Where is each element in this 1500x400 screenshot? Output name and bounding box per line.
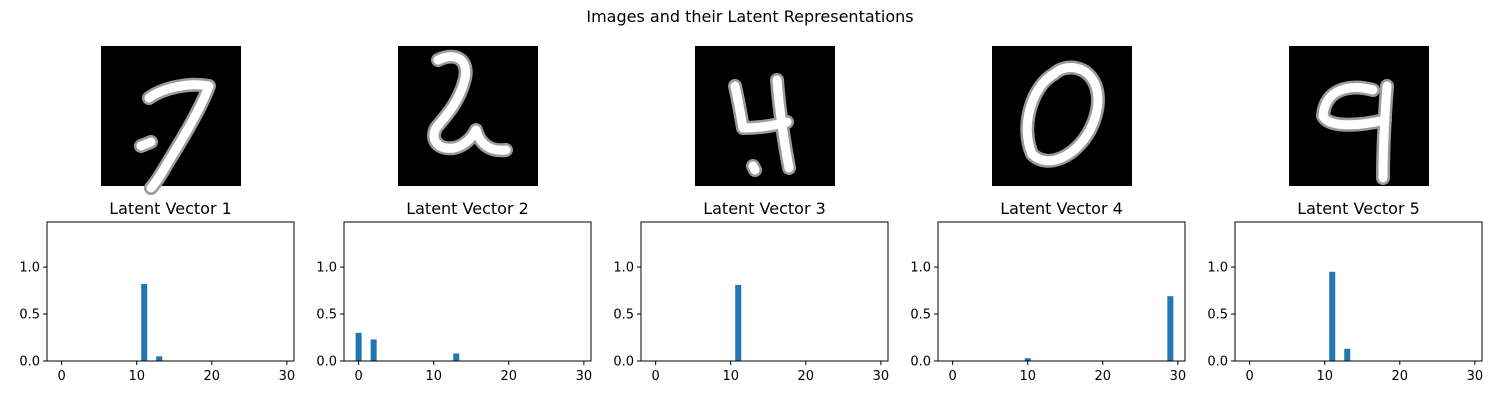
digit-image-3 — [695, 46, 835, 186]
x-tick-label: 20 — [501, 369, 518, 384]
bar — [370, 339, 377, 361]
bar — [141, 283, 148, 361]
chart-title: Latent Vector 2 — [406, 199, 529, 218]
panel-5: Latent Vector 5 0 10 20 30 0.0 0.5 1.0 — [1207, 46, 1483, 384]
x-tick-label: 30 — [1467, 369, 1484, 384]
bar — [156, 356, 163, 361]
digit-stroke — [1022, 63, 1103, 166]
x-tick-label: 10 — [425, 369, 442, 384]
bar — [735, 284, 742, 361]
chart-title: Latent Vector 3 — [703, 199, 826, 218]
x-tick-label: 30 — [279, 369, 296, 384]
y-tick-label: 0.0 — [1207, 355, 1228, 370]
axes-frame — [640, 221, 889, 362]
x-tick-label: 30 — [873, 369, 890, 384]
panel-3: Latent Vector 3 0 10 20 30 0.0 0.5 1.0 — [613, 46, 889, 384]
y-tick-label: 0.5 — [316, 308, 337, 323]
chart-title: Latent Vector 4 — [1000, 199, 1123, 218]
x-tick-label: 0 — [57, 369, 65, 384]
y-tick-label: 0.0 — [613, 355, 634, 370]
digit-image-background — [1289, 46, 1429, 186]
axes-frame — [1234, 221, 1483, 362]
y-tick-label: 1.0 — [19, 261, 40, 276]
x-tick-label: 0 — [948, 369, 956, 384]
bar — [453, 353, 460, 361]
x-tick-label: 20 — [1392, 369, 1409, 384]
y-tick-label: 0.0 — [316, 355, 337, 370]
bar — [1329, 271, 1336, 361]
digit-image-5 — [1289, 46, 1429, 186]
digit-stroke — [429, 52, 511, 155]
bar — [1344, 348, 1351, 361]
chart-title: Latent Vector 1 — [109, 199, 232, 218]
panel-1: Latent Vector 1 0 10 20 30 0.0 0.5 1.0 — [19, 46, 295, 384]
y-tick-label: 1.0 — [613, 261, 634, 276]
figure-title: Images and their Latent Representations — [586, 7, 913, 26]
digit-stroke — [136, 80, 214, 193]
y-tick-label: 1.0 — [316, 261, 337, 276]
axes-frame — [937, 221, 1186, 362]
bar — [1024, 358, 1031, 361]
y-tick-label: 0.0 — [910, 355, 931, 370]
axes-frame — [46, 221, 295, 362]
bar — [1167, 296, 1174, 361]
axes-frame — [343, 221, 592, 362]
x-tick-label: 20 — [1095, 369, 1112, 384]
digit-image-background — [695, 46, 835, 186]
digit-image-2 — [398, 46, 538, 186]
digit-image-1 — [101, 46, 241, 195]
x-tick-label: 20 — [204, 369, 221, 384]
x-tick-label: 10 — [1019, 369, 1036, 384]
digit-stroke — [1318, 81, 1392, 183]
x-tick-label: 0 — [354, 369, 362, 384]
y-tick-label: 0.5 — [1207, 308, 1228, 323]
x-tick-label: 10 — [722, 369, 739, 384]
y-tick-label: 1.0 — [1207, 261, 1228, 276]
digit-stroke — [730, 75, 794, 175]
y-tick-label: 0.5 — [613, 308, 634, 323]
bar — [355, 332, 362, 361]
x-tick-label: 30 — [576, 369, 593, 384]
x-tick-label: 10 — [1316, 369, 1333, 384]
chart-title: Latent Vector 5 — [1297, 199, 1420, 218]
digit-image-4 — [992, 46, 1132, 186]
x-tick-label: 0 — [1245, 369, 1253, 384]
y-tick-label: 0.5 — [19, 308, 40, 323]
x-tick-label: 20 — [798, 369, 815, 384]
x-tick-label: 10 — [128, 369, 145, 384]
x-tick-label: 30 — [1170, 369, 1187, 384]
y-tick-label: 0.5 — [910, 308, 931, 323]
y-tick-label: 1.0 — [910, 261, 931, 276]
y-tick-label: 0.0 — [19, 355, 40, 370]
panel-4: Latent Vector 4 0 10 20 30 0.0 0.5 1.0 — [910, 46, 1186, 384]
panel-2: Latent Vector 2 0 10 20 30 0.0 0.5 1.0 — [316, 46, 592, 384]
x-tick-label: 0 — [651, 369, 659, 384]
